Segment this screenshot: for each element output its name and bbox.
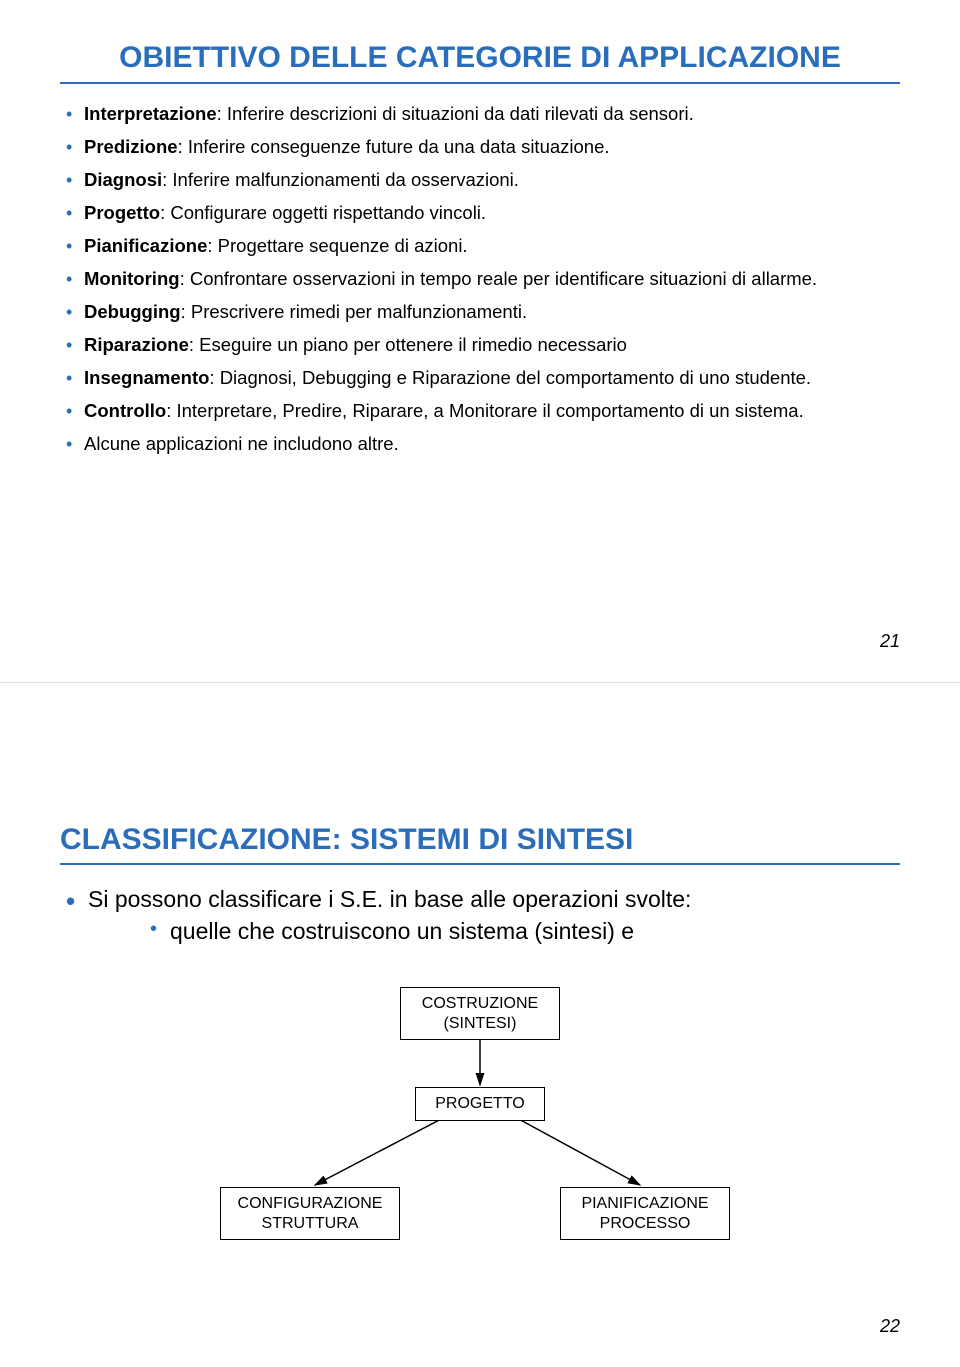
desc: : Diagnosi, Debugging e Riparazione del … [209,367,811,388]
term: Debugging [84,301,181,322]
term: Riparazione [84,334,189,355]
desc: : Progettare sequenze di azioni. [207,235,467,256]
edge [315,1117,445,1185]
term: Controllo [84,400,166,421]
slide2-list: Si possono classificare i S.E. in base a… [60,883,900,947]
node-label: CONFIGURAZIONESTRUTTURA [238,1195,383,1231]
desc: : Inferire descrizioni di situazioni da … [217,103,694,124]
node-progetto: PROGETTO [415,1087,545,1120]
node-label: COSTRUZIONE(SINTESI) [422,995,538,1031]
node-pian: PIANIFICAZIONEPROCESSO [560,1187,730,1239]
term: Insegnamento [84,367,209,388]
list-item: Alcune applicazioni ne includono altre. [60,432,900,457]
term: Diagnosi [84,169,162,190]
page-number: 22 [880,1316,900,1337]
slide-2: CLASSIFICAZIONE: SISTEMI DI SINTESI Si p… [0,683,960,1367]
term: Monitoring [84,268,180,289]
node-label: PIANIFICAZIONEPROCESSO [581,1195,708,1231]
tree-diagram: COSTRUZIONE(SINTESI) PROGETTO CONFIGURAZ… [180,987,780,1267]
list-item: Pianificazione: Progettare sequenze di a… [60,234,900,259]
node-label: PROGETTO [435,1095,525,1112]
bullet-text: Si possono classificare i S.E. in base a… [88,886,691,912]
slide-1: OBIETTIVO DELLE CATEGORIE DI APPLICAZION… [0,0,960,683]
sub-list: quelle che costruiscono un sistema (sint… [148,915,900,947]
page-number: 21 [880,631,900,652]
list-item: Controllo: Interpretare, Predire, Ripara… [60,399,900,424]
desc: Alcune applicazioni ne includono altre. [84,433,399,454]
term: Predizione [84,136,178,157]
list-item: Diagnosi: Inferire malfunzionamenti da o… [60,168,900,193]
list-item: Monitoring: Confrontare osservazioni in … [60,267,900,292]
desc: : Interpretare, Predire, Riparare, a Mon… [166,400,804,421]
desc: : Confrontare osservazioni in tempo real… [180,268,818,289]
desc: : Inferire malfunzionamenti da osservazi… [162,169,519,190]
list-item: Insegnamento: Diagnosi, Debugging e Ripa… [60,366,900,391]
term: Pianificazione [84,235,207,256]
node-config: CONFIGURAZIONESTRUTTURA [220,1187,400,1239]
term: Interpretazione [84,103,217,124]
desc: : Configurare oggetti rispettando vincol… [160,202,486,223]
edge [515,1117,640,1185]
list-item: Progetto: Configurare oggetti rispettand… [60,201,900,226]
node-root: COSTRUZIONE(SINTESI) [400,987,560,1039]
list-item: Si possono classificare i S.E. in base a… [60,883,900,947]
sub-item: quelle che costruiscono un sistema (sint… [148,915,900,947]
desc: : Inferire conseguenze future da una dat… [178,136,610,157]
list-item: Predizione: Inferire conseguenze future … [60,135,900,160]
desc: : Eseguire un piano per ottenere il rime… [189,334,627,355]
list-item: Riparazione: Eseguire un piano per otten… [60,333,900,358]
list-item: Interpretazione: Inferire descrizioni di… [60,102,900,127]
slide2-title: CLASSIFICAZIONE: SISTEMI DI SINTESI [60,823,900,865]
slide1-list: Interpretazione: Inferire descrizioni di… [60,102,900,457]
desc: : Prescrivere rimedi per malfunzionament… [181,301,528,322]
list-item: Debugging: Prescrivere rimedi per malfun… [60,300,900,325]
slide1-title: OBIETTIVO DELLE CATEGORIE DI APPLICAZION… [60,40,900,84]
term: Progetto [84,202,160,223]
